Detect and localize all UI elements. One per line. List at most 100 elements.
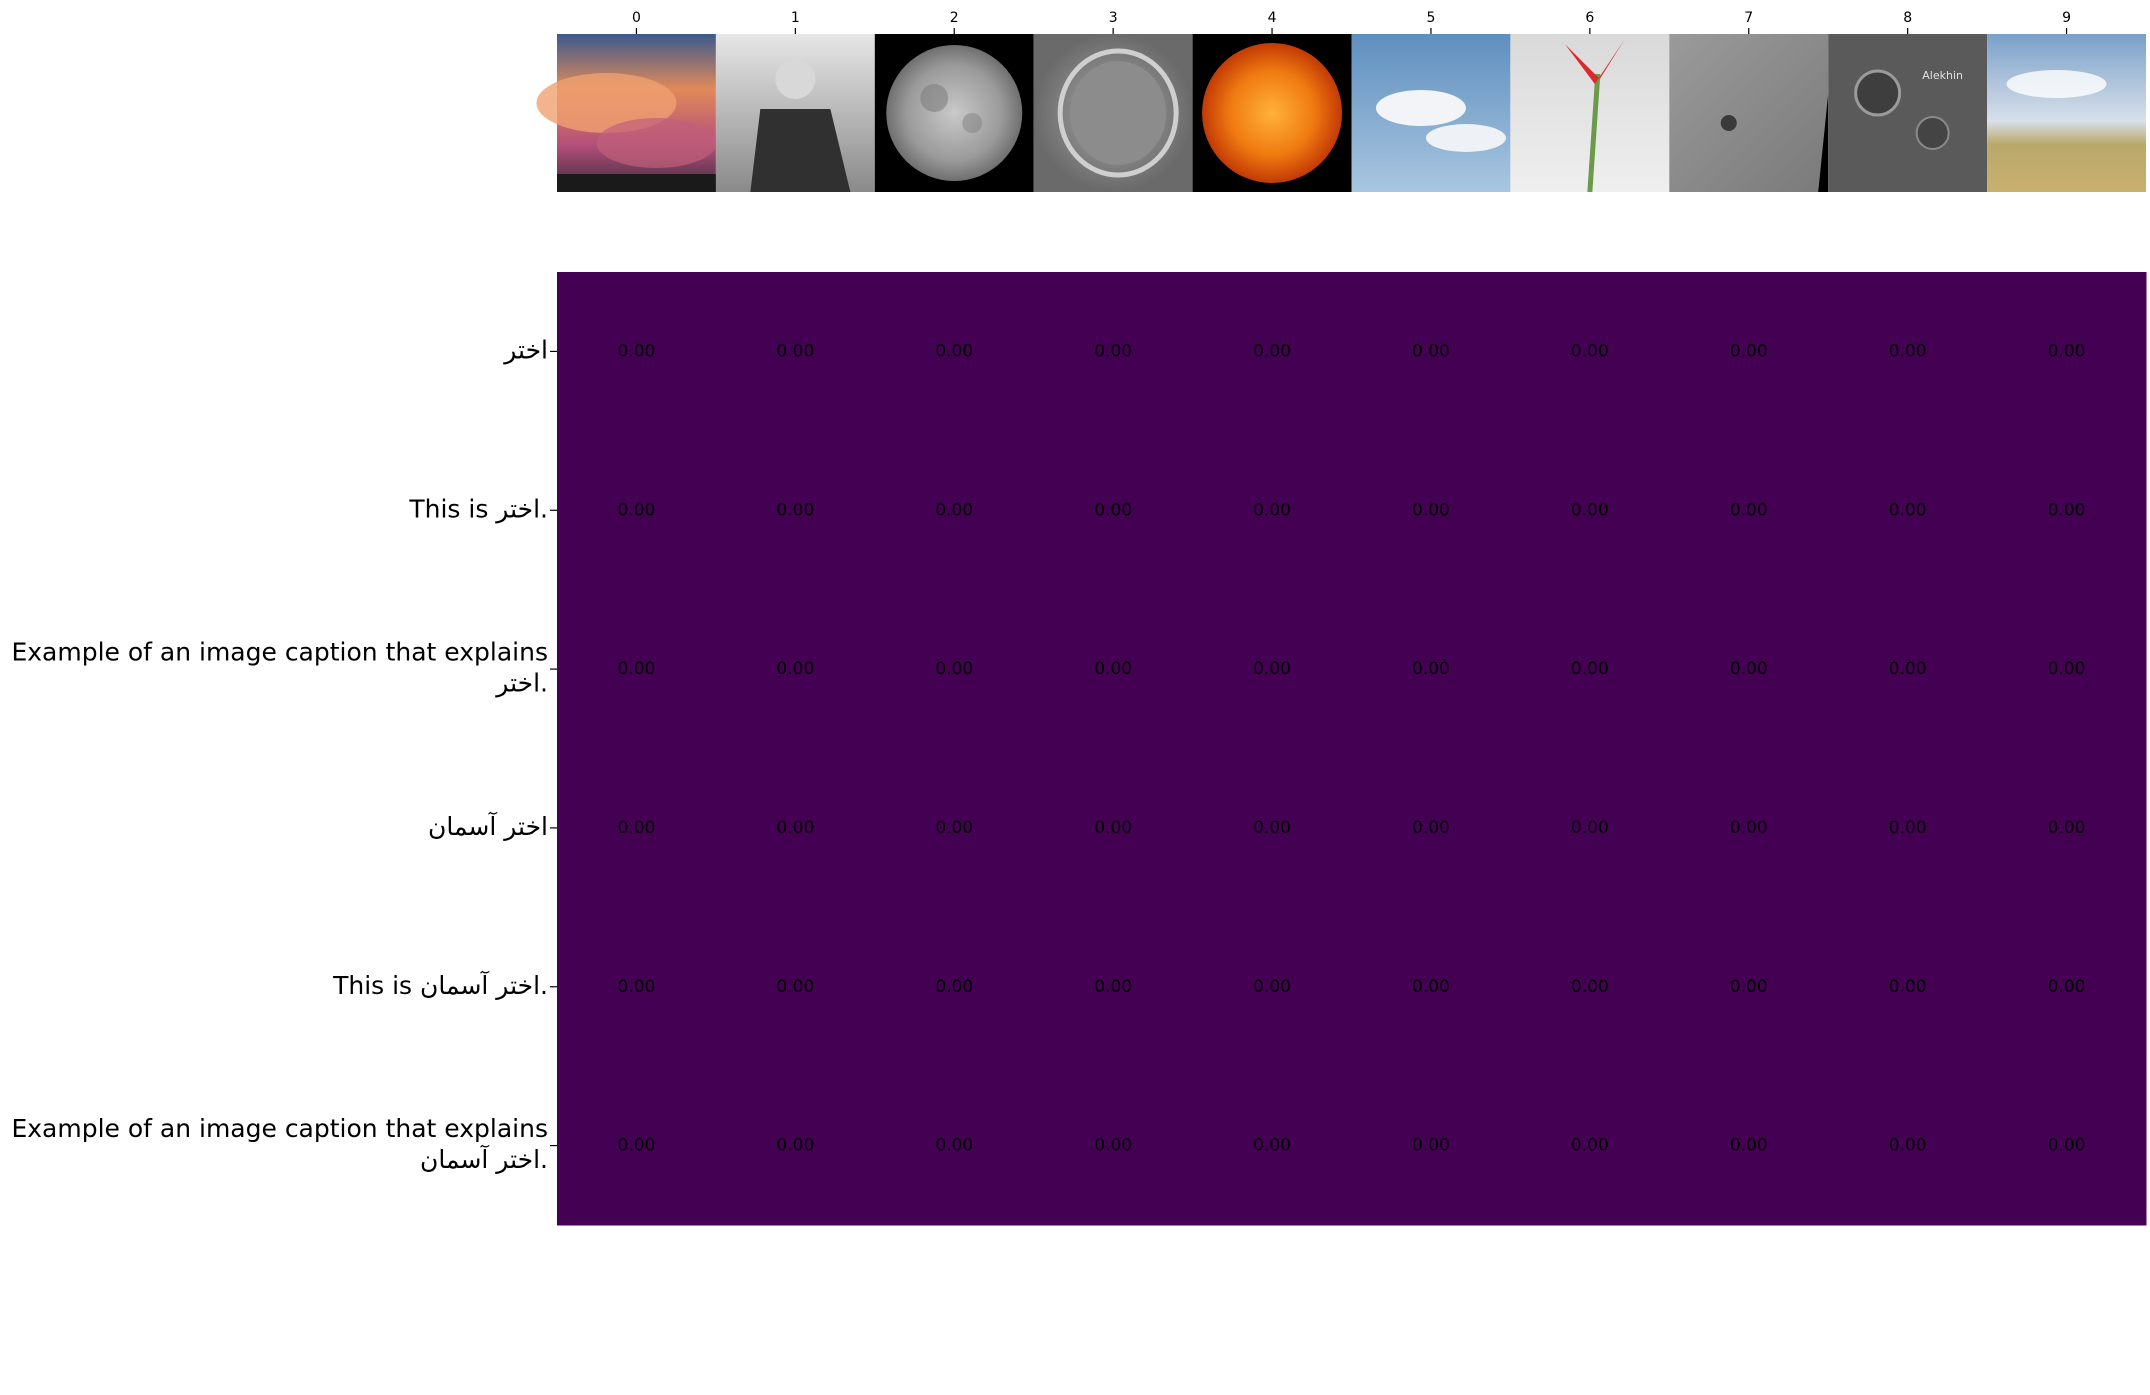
heatmap-cell <box>715 907 876 1067</box>
cell-value-label: 0.00 <box>1571 659 1609 679</box>
heatmap-cell <box>557 589 717 749</box>
column-tick-labels: 0 1 2 3 4 5 6 7 8 9 <box>632 10 2071 34</box>
heatmap-cell <box>1033 907 1194 1067</box>
heatmap-cell <box>1669 907 1829 1067</box>
cell-value-label: 0.00 <box>935 818 973 838</box>
heatmap-cell <box>1510 589 1670 749</box>
cell-value-label: 0.00 <box>1889 659 1927 679</box>
heatmap-cell <box>1828 748 1988 908</box>
column-tick-label: 0 <box>632 10 641 26</box>
cell-value-label: 0.00 <box>1253 1136 1291 1156</box>
cell-value-label: 0.00 <box>1412 1136 1450 1156</box>
cell-value-label: 0.00 <box>1730 1136 1768 1156</box>
cell-value-label: 0.00 <box>1412 500 1450 520</box>
heatmap-cell <box>874 430 1035 591</box>
heatmap-cell <box>1033 748 1194 908</box>
heatmap-cell <box>1987 748 2147 908</box>
column-images: Alekhin <box>536 34 2146 193</box>
heatmap-cell <box>1987 272 2147 432</box>
row-tick-label: اختر <box>502 335 548 364</box>
heatmap-cell <box>1351 272 1511 432</box>
heatmap-cell <box>1351 430 1511 591</box>
heatmap-cell <box>1351 1066 1511 1226</box>
heatmap-cell <box>874 907 1035 1067</box>
column-tick-label: 5 <box>1426 10 1435 26</box>
heatmap-cell <box>1828 430 1988 591</box>
row-tick-label: اختر. <box>494 669 548 698</box>
heatmap-cell <box>1828 589 1988 749</box>
cell-value-label: 0.00 <box>1889 500 1927 520</box>
lunar-craters-image: Alekhin <box>1828 34 1988 192</box>
full-moon-image <box>874 34 1034 192</box>
cell-value-label: 0.00 <box>1094 1136 1132 1156</box>
heatmap-cell <box>1033 589 1194 749</box>
column-tick-label: 1 <box>791 10 800 26</box>
sun-image <box>1192 34 1352 192</box>
cell-value-label: 0.00 <box>1094 500 1132 520</box>
cell-value-label: 0.00 <box>1094 659 1132 679</box>
cell-value-label: 0.00 <box>776 500 814 520</box>
heatmap-cell <box>874 748 1035 908</box>
grassland-sky-image <box>1987 34 2146 192</box>
cell-value-label: 0.00 <box>618 341 656 361</box>
heatmap-cell <box>715 589 876 749</box>
cell-value-label: 0.00 <box>1730 500 1768 520</box>
lunar-surface-image <box>1669 34 1829 192</box>
column-tick-label: 9 <box>2062 10 2071 26</box>
heatmap-cell <box>1033 272 1194 432</box>
heatmap-cell <box>557 430 717 591</box>
cell-value-label: 0.00 <box>935 659 973 679</box>
heatmap-cell <box>1987 589 2147 749</box>
heatmap-cell <box>874 1066 1035 1226</box>
row-tick-label: اختر آسمان. <box>420 1144 548 1174</box>
sunset-clouds-image <box>536 34 717 192</box>
column-tick-label: 6 <box>1585 10 1594 26</box>
cell-value-label: 0.00 <box>776 341 814 361</box>
heatmap-cell <box>1669 272 1829 432</box>
heatmap-cell <box>1033 1066 1194 1226</box>
cell-value-label: 0.00 <box>2048 818 2086 838</box>
cell-value-label: 0.00 <box>1571 977 1609 997</box>
cell-value-label: 0.00 <box>618 977 656 997</box>
heatmap-cell <box>1192 1066 1352 1226</box>
row-tick-label: This is اختر آسمان. <box>332 970 548 1000</box>
heatmap-cell <box>1192 907 1352 1067</box>
cell-value-label: 0.00 <box>1730 659 1768 679</box>
heatmap-cell <box>1510 272 1670 432</box>
heatmap-cell <box>874 589 1035 749</box>
heatmap-cell <box>1510 907 1670 1067</box>
cell-value-label: 0.00 <box>935 977 973 997</box>
row-tick-labels: اختر This is اختر. Example of an image cap… <box>11 335 557 1174</box>
row-tick-label: Example of an image caption that explain… <box>11 638 548 667</box>
cell-value-label: 0.00 <box>776 818 814 838</box>
heatmap-cell <box>1351 748 1511 908</box>
cell-value-label: 0.00 <box>1412 818 1450 838</box>
column-tick-label: 2 <box>950 10 959 26</box>
lunar-crater-image <box>1033 34 1193 192</box>
column-tick-label: 4 <box>1268 10 1277 26</box>
heatmap-cell <box>715 748 876 908</box>
heatmap-cell <box>874 272 1035 432</box>
heatmap-cell <box>1510 1066 1670 1226</box>
heatmap-cell <box>1033 430 1194 591</box>
heatmap-cell <box>1987 907 2147 1067</box>
cell-value-label: 0.00 <box>2048 1136 2086 1156</box>
cell-value-label: 0.00 <box>776 977 814 997</box>
cell-value-label: 0.00 <box>1730 977 1768 997</box>
heatmap-cell <box>1987 1066 2147 1226</box>
heatmap-cell <box>1351 907 1511 1067</box>
portrait-photo-image <box>715 34 875 192</box>
cell-value-label: 0.00 <box>1889 818 1927 838</box>
heatmap-cell <box>1669 430 1829 591</box>
cell-value-label: 0.00 <box>935 341 973 361</box>
cell-value-label: 0.00 <box>1412 977 1450 997</box>
cell-value-label: 0.00 <box>1412 659 1450 679</box>
heatmap-cell <box>715 272 876 432</box>
cell-value-label: 0.00 <box>2048 341 2086 361</box>
blue-sky-clouds-image <box>1351 34 1511 192</box>
column-tick-label: 7 <box>1744 10 1753 26</box>
cell-value-label: 0.00 <box>1253 341 1291 361</box>
cell-value-label: 0.00 <box>776 659 814 679</box>
heatmap-cell <box>1828 272 1988 432</box>
cell-value-label: 0.00 <box>1253 977 1291 997</box>
